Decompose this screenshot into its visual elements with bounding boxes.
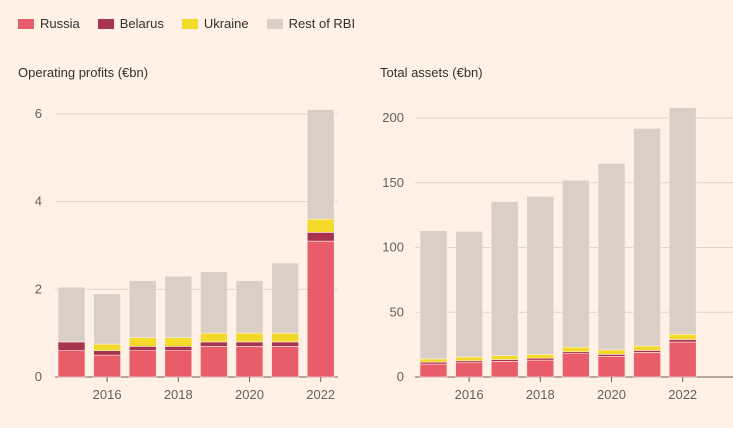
bar-profits-2021-ukraine bbox=[271, 332, 299, 343]
bar-assets-2018-russia bbox=[526, 359, 555, 378]
bar-assets-2016-ukraine bbox=[455, 356, 483, 362]
y-tick-profits-2: 4 bbox=[35, 194, 42, 209]
legend-label-belarus: Belarus bbox=[119, 16, 164, 31]
bar-profits-2017-russia bbox=[128, 350, 157, 378]
x-tick-profits-1: 2018 bbox=[164, 387, 193, 402]
y-tick-profits-1: 2 bbox=[35, 281, 42, 296]
legend-item-russia: Russia bbox=[18, 16, 80, 31]
bar-assets-2022-rest-of-rbi bbox=[668, 107, 697, 335]
bar-profits-2015-belarus bbox=[57, 341, 86, 351]
bar-assets-2020-rest-of-rbi bbox=[597, 163, 626, 351]
bar-profits-2019-ukraine bbox=[200, 332, 228, 343]
bar-profits-2016-rest-of-rbi bbox=[93, 293, 121, 345]
bar-assets-2017-ukraine bbox=[490, 355, 519, 360]
legend-swatch-ukraine bbox=[181, 18, 198, 29]
bar-assets-2018-rest-of-rbi bbox=[526, 196, 555, 355]
x-tick-assets-2: 2020 bbox=[597, 387, 626, 402]
legend-label-russia: Russia bbox=[40, 16, 80, 31]
bar-profits-2022-rest-of-rbi bbox=[306, 109, 335, 220]
x-tick-profits-3: 2022 bbox=[306, 387, 335, 402]
bar-profits-2019-belarus bbox=[200, 341, 228, 347]
bar-assets-2022-russia bbox=[668, 341, 697, 378]
bar-profits-2019-russia bbox=[200, 346, 228, 378]
bar-assets-2021-russia bbox=[633, 352, 661, 378]
bar-profits-2016-belarus bbox=[93, 350, 121, 356]
bar-assets-2019-ukraine bbox=[562, 346, 590, 353]
bar-assets-2017-rest-of-rbi bbox=[490, 201, 519, 356]
bar-profits-2016-ukraine bbox=[93, 343, 121, 351]
bar-assets-2017-russia bbox=[490, 361, 519, 378]
y-tick-profits-3: 6 bbox=[35, 106, 42, 121]
bar-assets-2019-rest-of-rbi bbox=[562, 179, 590, 348]
bar-profits-2018-belarus bbox=[164, 346, 193, 352]
x-tick-assets-0: 2016 bbox=[455, 387, 484, 402]
y-tick-assets-2: 100 bbox=[382, 240, 404, 255]
bar-assets-2021-ukraine bbox=[633, 345, 661, 351]
x-tick-profits-2: 2020 bbox=[235, 387, 264, 402]
bar-assets-2019-russia bbox=[562, 353, 590, 378]
bar-profits-2022-russia bbox=[306, 240, 335, 378]
y-tick-profits-0: 0 bbox=[35, 369, 42, 384]
legend-label-ukraine: Ukraine bbox=[203, 16, 249, 31]
bar-profits-2021-rest-of-rbi bbox=[271, 262, 299, 334]
legend-item-belarus: Belarus bbox=[97, 16, 164, 31]
y-tick-assets-1: 50 bbox=[390, 304, 404, 319]
legend-label-rest: Rest of RBI bbox=[288, 16, 356, 31]
bar-assets-2015-ukraine bbox=[419, 358, 448, 363]
y-tick-assets-3: 150 bbox=[382, 175, 404, 190]
x-tick-assets-3: 2022 bbox=[668, 387, 697, 402]
bar-profits-2016-russia bbox=[93, 354, 121, 378]
bar-profits-2021-russia bbox=[271, 346, 299, 378]
bar-assets-2016-russia bbox=[455, 362, 483, 378]
bar-profits-2015-russia bbox=[57, 350, 86, 378]
legend-item-ukraine: Ukraine bbox=[181, 16, 249, 31]
bar-assets-2020-russia bbox=[597, 355, 626, 378]
bar-profits-2018-rest-of-rbi bbox=[164, 275, 193, 338]
x-tick-assets-1: 2018 bbox=[526, 387, 555, 402]
bar-profits-2018-ukraine bbox=[164, 337, 193, 347]
bar-assets-2022-belarus bbox=[668, 339, 697, 343]
legend-swatch-rest bbox=[266, 18, 283, 29]
bar-assets-2021-rest-of-rbi bbox=[633, 128, 661, 347]
bar-profits-2022-belarus bbox=[306, 232, 335, 242]
bar-profits-2021-belarus bbox=[271, 341, 299, 347]
bar-profits-2015-rest-of-rbi bbox=[57, 286, 86, 343]
legend-swatch-belarus bbox=[97, 18, 114, 29]
y-tick-assets-0: 0 bbox=[397, 369, 404, 384]
bar-profits-2020-ukraine bbox=[235, 332, 264, 343]
bar-assets-2015-rest-of-rbi bbox=[419, 230, 448, 360]
y-tick-assets-4: 200 bbox=[382, 110, 404, 125]
bar-assets-2018-ukraine bbox=[526, 354, 555, 359]
legend-item-rest: Rest of RBI bbox=[266, 16, 356, 31]
bar-profits-2020-belarus bbox=[235, 341, 264, 347]
legend-swatch-russia bbox=[18, 18, 34, 29]
bar-profits-2017-rest-of-rbi bbox=[128, 280, 157, 338]
legend: Russia Belarus Ukraine Rest of RBI bbox=[18, 16, 373, 31]
bar-profits-2019-rest-of-rbi bbox=[200, 271, 228, 334]
bar-profits-2017-ukraine bbox=[128, 337, 157, 347]
bar-profits-2017-belarus bbox=[128, 346, 157, 352]
bar-assets-2016-rest-of-rbi bbox=[455, 231, 483, 358]
bar-profits-2020-russia bbox=[235, 346, 264, 378]
total-assets-title: Total assets (€bn) bbox=[380, 65, 483, 80]
bar-profits-2022-ukraine bbox=[306, 218, 335, 233]
operating-profits-title: Operating profits (€bn) bbox=[18, 65, 149, 80]
bar-profits-2018-russia bbox=[164, 350, 193, 378]
bar-assets-2022-ukraine bbox=[668, 333, 697, 340]
bar-assets-2015-russia bbox=[419, 363, 448, 378]
x-tick-profits-0: 2016 bbox=[93, 387, 122, 402]
bar-assets-2020-ukraine bbox=[597, 349, 626, 355]
bar-profits-2020-rest-of-rbi bbox=[235, 280, 264, 334]
